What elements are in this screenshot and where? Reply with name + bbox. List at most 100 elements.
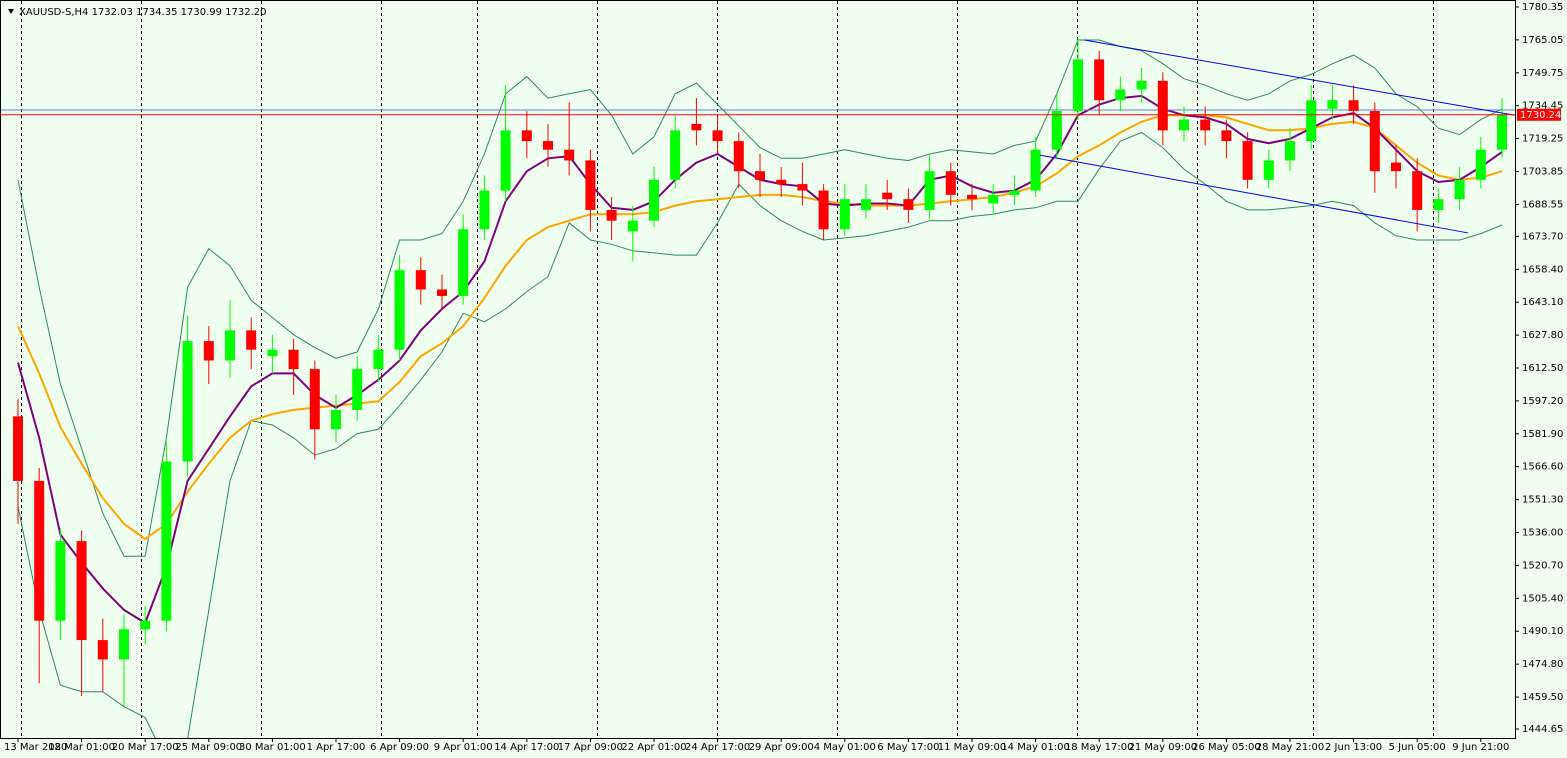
y-tick-label: 1719.25 xyxy=(1522,133,1563,144)
candle-body xyxy=(55,541,66,621)
y-tick-label: 1765.05 xyxy=(1522,35,1563,46)
candle-body xyxy=(97,640,108,660)
x-tick-label: 30 Mar 01:00 xyxy=(239,742,306,753)
candle-body xyxy=(288,349,299,370)
x-tick-label: 28 May 21:00 xyxy=(1256,742,1325,753)
y-tick-label: 1597.20 xyxy=(1522,396,1563,407)
candle-body xyxy=(1115,89,1126,101)
candle-body xyxy=(627,220,638,232)
candle-body xyxy=(733,141,744,172)
y-tick-label: 1612.50 xyxy=(1522,363,1563,374)
candle-body xyxy=(119,629,129,660)
candle-body xyxy=(712,130,723,142)
candle-body xyxy=(1306,100,1317,142)
candle-body xyxy=(797,184,808,191)
x-tick-label: 9 Jun 21:00 xyxy=(1452,742,1509,753)
indicator-line xyxy=(17,131,1503,738)
candle-body xyxy=(924,171,935,210)
x-tick-label: 26 May 05:00 xyxy=(1192,742,1261,753)
x-tick-label: 24 Apr 17:00 xyxy=(685,742,750,753)
candle-body xyxy=(203,341,214,361)
candle-body xyxy=(309,369,320,430)
candle-body xyxy=(967,194,977,200)
candle-body xyxy=(394,270,405,350)
x-tick-label: 4 May 01:00 xyxy=(814,742,876,753)
candle-body xyxy=(1073,59,1083,111)
x-tick-label: 14 Apr 17:00 xyxy=(494,742,559,753)
axes: 1780.35 1765.05 1749.75 1734.45 1719.25 1703.… xyxy=(4,2,1563,753)
candle-body xyxy=(225,330,235,361)
candle-body xyxy=(1179,119,1189,131)
candle-body xyxy=(521,130,532,142)
price-label-box xyxy=(1517,108,1561,121)
candle-body xyxy=(76,541,87,641)
candle-body xyxy=(437,289,447,296)
x-tick-label: 17 Apr 09:00 xyxy=(558,742,623,753)
candle-body xyxy=(585,160,596,210)
y-tick-label: 1459.50 xyxy=(1522,692,1563,703)
candle-body xyxy=(34,480,45,621)
candle-body xyxy=(903,199,914,210)
candle-body xyxy=(140,620,151,630)
menu-arrow[interactable] xyxy=(8,9,14,14)
candle-body xyxy=(1327,100,1338,109)
x-tick-label: 9 Apr 01:00 xyxy=(434,742,493,753)
trend-line xyxy=(1084,39,1515,116)
x-tick-label: 14 May 01:00 xyxy=(1001,742,1070,753)
candle-body xyxy=(1475,149,1486,180)
candle-body xyxy=(479,190,490,230)
candle-body xyxy=(861,199,871,210)
y-tick-label: 1703.85 xyxy=(1522,167,1563,178)
candle-body xyxy=(1242,141,1253,180)
candle-body xyxy=(839,199,850,230)
candle-body xyxy=(882,192,893,200)
candle-body xyxy=(13,416,23,481)
y-tick-label: 1734.45 xyxy=(1522,101,1563,112)
candle-body xyxy=(1200,119,1211,131)
y-tick-label: 1505.40 xyxy=(1522,593,1563,604)
candle-body xyxy=(1030,149,1041,191)
y-tick-label: 1643.10 xyxy=(1522,297,1563,308)
x-tick-label: 21 May 09:00 xyxy=(1129,742,1198,753)
indicator-line xyxy=(17,39,1503,557)
x-tick-label: 20 Mar 17:00 xyxy=(112,742,179,753)
chart-title: XAUUSD-S,H4 1732.03 1734.35 1730.99 1732… xyxy=(19,7,267,18)
x-tick-label: 2 Jun 13:00 xyxy=(1325,742,1382,753)
candle-body xyxy=(182,341,193,462)
candle-body xyxy=(945,171,956,195)
candle-body xyxy=(776,179,787,185)
candle-body xyxy=(1285,141,1295,161)
x-tick-label: 13 Mar 2020 xyxy=(4,742,67,753)
y-tick-label: 1581.90 xyxy=(1522,429,1563,440)
x-tick-label: 6 May 17:00 xyxy=(877,742,939,753)
price-label: 1730.24 xyxy=(1520,110,1561,121)
candle-body xyxy=(415,270,426,290)
y-tick-label: 1551.30 xyxy=(1522,495,1563,506)
candle-body xyxy=(1157,80,1168,131)
candle-body xyxy=(1136,80,1147,90)
y-tick-label: 1749.75 xyxy=(1522,68,1563,79)
x-tick-label: 25 Mar 09:00 xyxy=(175,742,242,753)
y-tick-label: 1566.60 xyxy=(1522,462,1563,473)
candle-body xyxy=(1094,59,1105,101)
trend-line xyxy=(1039,154,1469,234)
candle-body xyxy=(988,194,999,204)
y-tick-label: 1474.80 xyxy=(1522,659,1563,670)
y-tick-label: 1536.00 xyxy=(1522,528,1563,539)
candle-body xyxy=(670,130,681,180)
candle-body xyxy=(691,123,702,131)
candle-body xyxy=(564,149,575,161)
plot-border xyxy=(0,0,1516,739)
candle-body xyxy=(1369,110,1380,172)
x-tick-label: 29 Apr 09:00 xyxy=(749,742,814,753)
candle-body xyxy=(373,349,384,370)
y-tick-label: 1658.40 xyxy=(1522,264,1563,275)
candle-body xyxy=(1497,114,1507,150)
candle-body xyxy=(1009,190,1020,195)
y-tick-label: 1627.80 xyxy=(1522,330,1563,341)
candle-body xyxy=(500,130,511,191)
y-tick-label: 1688.55 xyxy=(1522,199,1563,210)
candle-body xyxy=(543,141,553,150)
candle-body xyxy=(818,190,829,230)
